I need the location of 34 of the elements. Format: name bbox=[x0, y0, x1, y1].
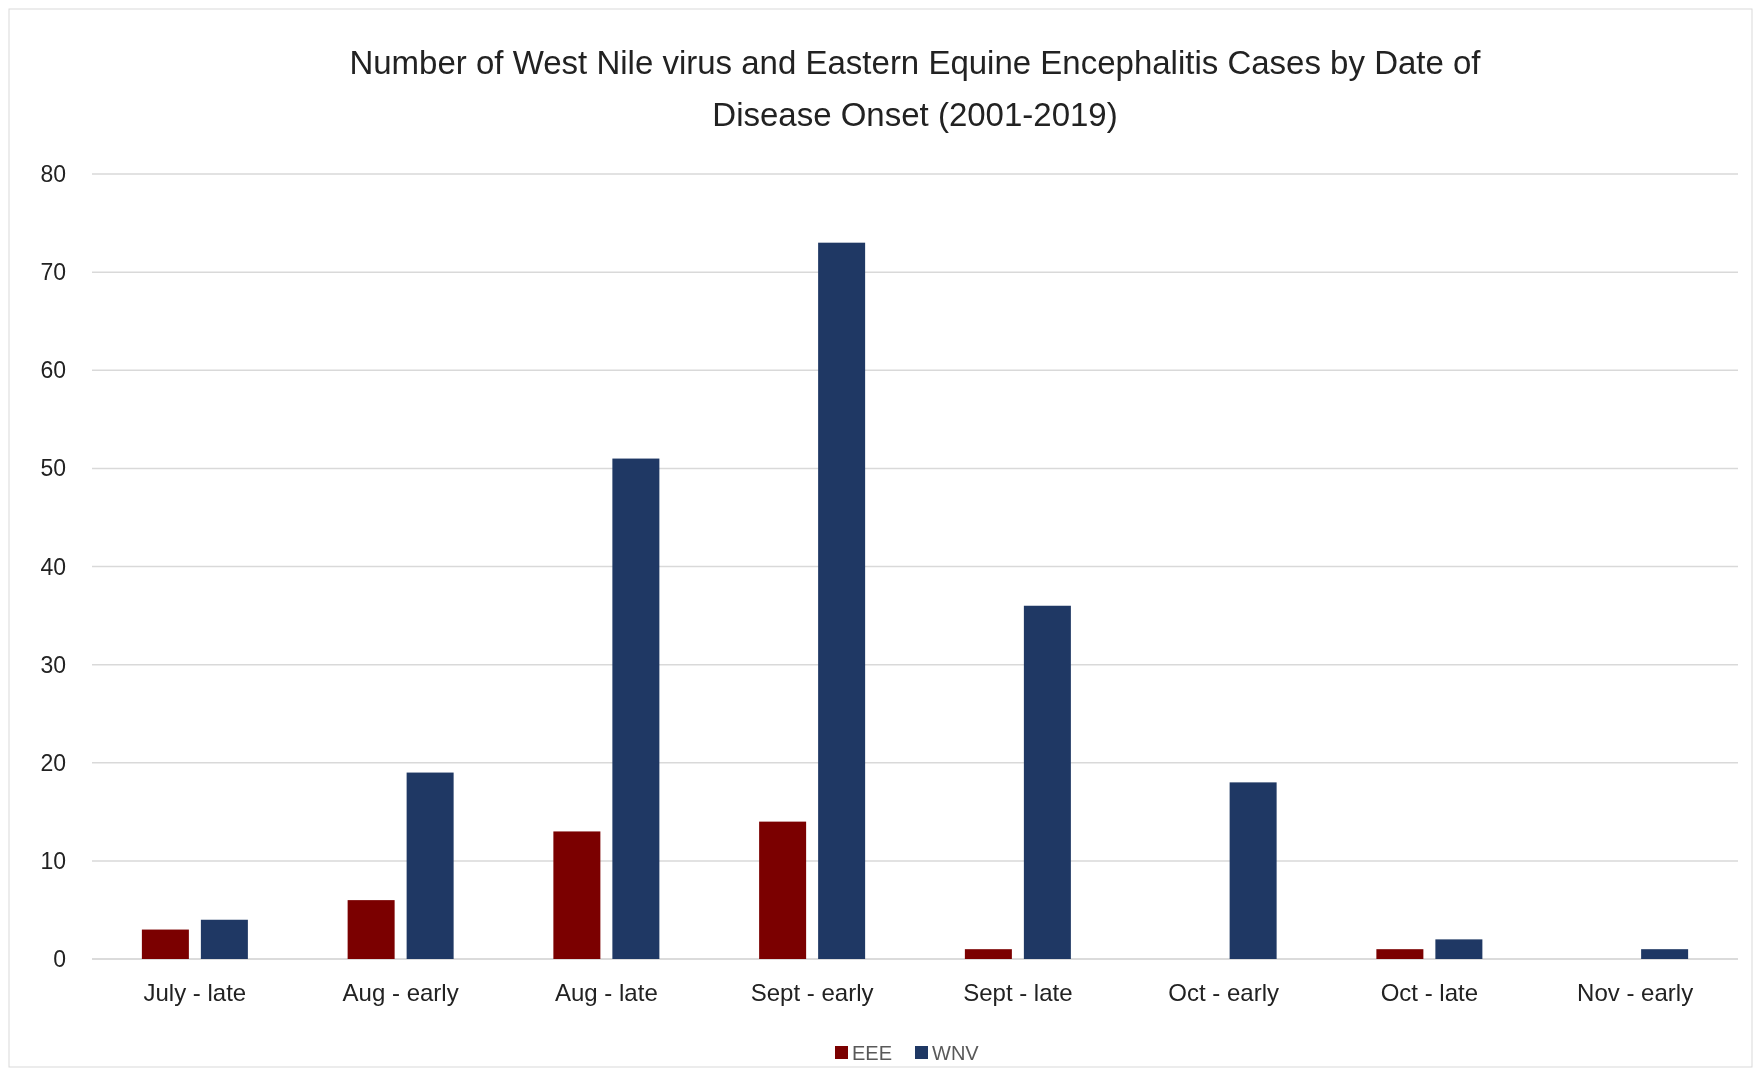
bar bbox=[818, 242, 866, 959]
bar bbox=[1376, 949, 1424, 959]
bar bbox=[141, 929, 189, 959]
x-tick-label: Sept - late bbox=[963, 979, 1073, 1006]
x-tick-label: Sept - early bbox=[750, 979, 874, 1006]
y-tick-label: 80 bbox=[40, 161, 66, 188]
y-tick-label: 20 bbox=[40, 749, 66, 776]
y-tick-label: 40 bbox=[40, 553, 66, 580]
bar bbox=[1229, 782, 1277, 959]
bar bbox=[759, 821, 807, 959]
bar bbox=[964, 949, 1012, 959]
x-tick-label: Aug - early bbox=[342, 979, 459, 1006]
y-tick-label: 50 bbox=[40, 455, 66, 482]
bar bbox=[1435, 939, 1483, 959]
x-tick-label: Aug - late bbox=[555, 979, 658, 1006]
chart-title: Number of West Nile virus and Eastern Equine Encephalitis Cases by Date of Disease Onset (2001-2019) bbox=[349, 44, 1482, 133]
y-tick-label: 10 bbox=[40, 847, 66, 874]
y-tick-label: 30 bbox=[40, 651, 66, 678]
bar bbox=[406, 772, 454, 959]
bar bbox=[347, 900, 395, 959]
bar bbox=[1023, 605, 1071, 959]
bar bbox=[612, 458, 660, 959]
bar bbox=[200, 919, 248, 959]
y-tick-label: 70 bbox=[40, 259, 66, 286]
y-tick-label: 0 bbox=[53, 946, 66, 973]
bar bbox=[1641, 949, 1689, 959]
legend-label: EEE bbox=[852, 1042, 893, 1064]
x-tick-label: Oct - early bbox=[1168, 979, 1279, 1006]
x-tick-label: Oct - late bbox=[1380, 979, 1479, 1006]
legend-label: WNV bbox=[932, 1042, 980, 1064]
x-tick-label: July - late bbox=[143, 979, 247, 1006]
y-tick-label: 60 bbox=[40, 357, 66, 384]
x-tick-label: Nov - early bbox=[1577, 979, 1694, 1006]
bar bbox=[553, 831, 601, 959]
